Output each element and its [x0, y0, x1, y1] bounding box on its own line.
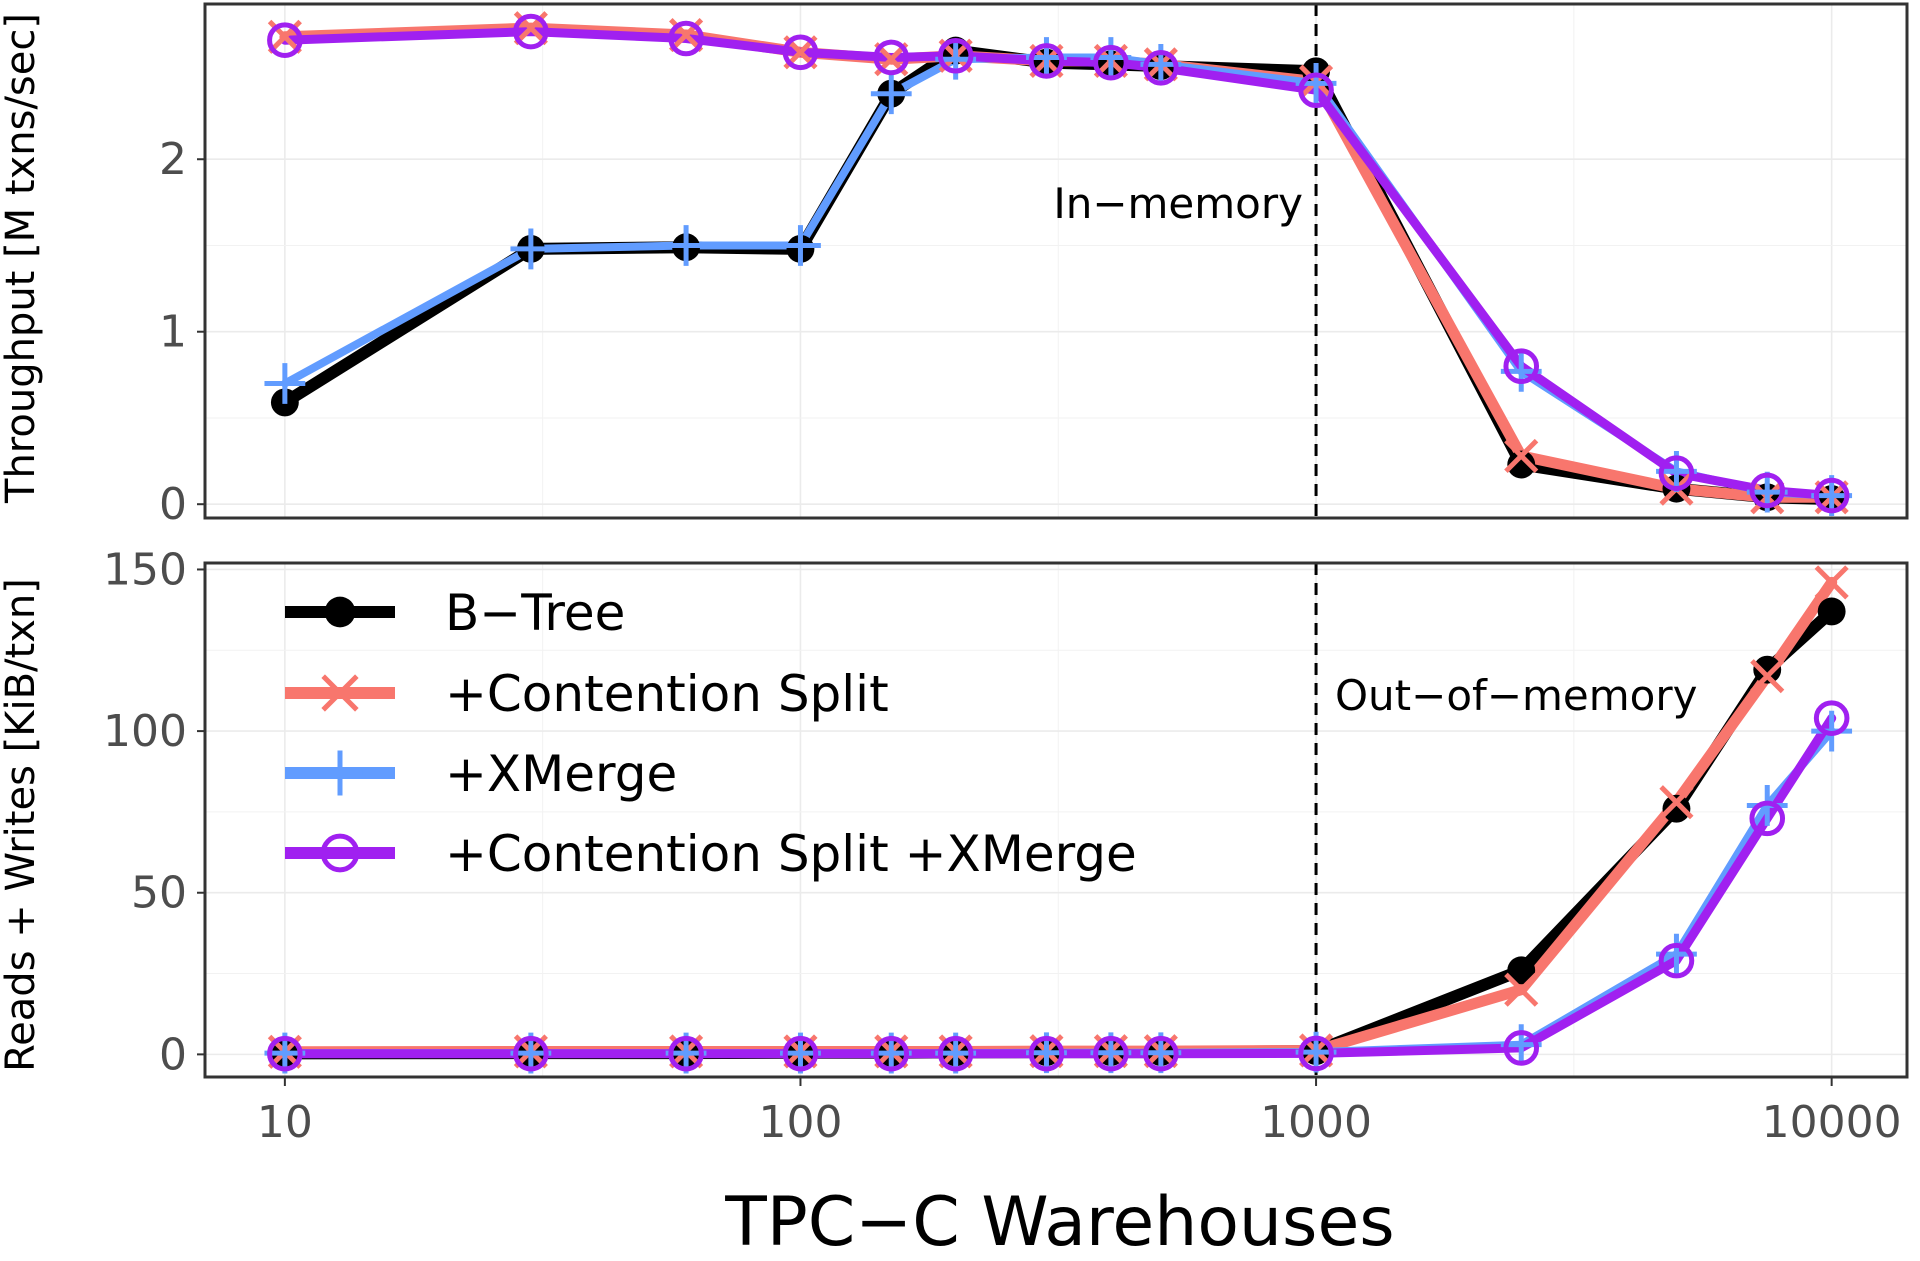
data-point-contention-split-xmerge	[267, 22, 303, 59]
in-memory-annotation: In−memory	[1053, 179, 1303, 228]
data-point-xmerge	[780, 225, 821, 266]
throughput-panel: 0 1 2	[159, 2, 1909, 530]
x-axis-title: TPC−C Warehouses	[724, 1183, 1394, 1261]
y-tick-label: 1	[159, 307, 187, 358]
panel-border	[203, 2, 1909, 520]
x-tick-label: 1000	[1260, 1097, 1372, 1148]
series-line-contention-split-xmerge	[280, 27, 1837, 501]
data-point-contention-split	[1814, 565, 1849, 600]
data-point-xmerge	[870, 73, 912, 115]
y-tick-label: 0	[159, 479, 187, 530]
y-tick-label: 100	[103, 706, 187, 757]
data-point-contention-split-xmerge	[1503, 348, 1540, 385]
legend-marker	[320, 833, 360, 873]
data-point-contention-split-xmerge	[1028, 1035, 1065, 1072]
data-point-b-tree	[1507, 450, 1536, 479]
legend-item-b-tree: B−Tree	[285, 584, 625, 642]
data-point-contention-split-xmerge	[1298, 72, 1334, 109]
legend-label: B−Tree	[445, 584, 625, 642]
legend-label: +Contention Split +XMerge	[445, 825, 1137, 883]
data-point-b-tree	[1817, 597, 1846, 626]
legend-marker	[324, 596, 356, 628]
data-point-contention-split-xmerge	[1813, 700, 1850, 736]
data-point-contention-split-xmerge	[873, 1035, 910, 1072]
data-point-contention-split-xmerge	[1028, 43, 1065, 79]
y-axis-title-io: Reads + Writes [KiB/txn]	[0, 578, 44, 1072]
data-point-contention-split-xmerge	[1298, 1035, 1334, 1072]
x-tick-label: 10000	[1762, 1097, 1902, 1148]
legend-label: +Contention Split	[445, 665, 889, 723]
data-point-xmerge	[510, 228, 552, 270]
data-point-b-tree	[1507, 956, 1536, 985]
x-tick-label: 10	[257, 1097, 313, 1148]
data-point-xmerge	[665, 225, 707, 266]
legend-item-contention-split: +Contention Split	[285, 665, 889, 723]
data-point-contention-split-xmerge	[1143, 50, 1179, 86]
data-point-contention-split-xmerge	[1813, 477, 1850, 514]
data-point-contention-split-xmerge	[1093, 1035, 1129, 1072]
data-point-contention-split-xmerge	[782, 34, 819, 71]
y-axis-title-throughput: Throughput [M txns/sec]	[0, 13, 44, 504]
data-point-contention-split-xmerge	[1503, 1030, 1540, 1066]
data-point-contention-split-xmerge	[1093, 44, 1129, 81]
data-point-contention-split-xmerge	[267, 1035, 303, 1072]
data-point-contention-split	[1504, 972, 1539, 1007]
x-axis: 10 100 1000 10000	[257, 1077, 1902, 1148]
out-of-memory-annotation: Out−of−memory	[1335, 671, 1698, 720]
data-point-contention-split-xmerge	[513, 1035, 549, 1072]
data-point-contention-split-xmerge	[937, 1035, 974, 1072]
y-tick-label: 0	[159, 1029, 187, 1080]
legend: B−Tree +Contention Split +XMerge +Contentio…	[285, 584, 1137, 883]
data-point-b-tree	[1753, 655, 1782, 684]
data-point-xmerge	[264, 363, 306, 404]
data-point-contention-split-xmerge	[1658, 942, 1695, 979]
data-point-contention-split-xmerge	[668, 20, 704, 57]
data-point-contention-split-xmerge	[873, 39, 910, 76]
data-point-contention-split-xmerge	[513, 13, 549, 50]
data-point-contention-split	[1750, 659, 1785, 694]
y-tick-label: 2	[159, 134, 187, 185]
legend-marker	[321, 674, 359, 712]
data-point-contention-split-xmerge	[668, 1035, 704, 1072]
legend-label: +XMerge	[445, 745, 677, 803]
data-point-contention-split-xmerge	[1749, 800, 1786, 837]
x-tick-label: 100	[758, 1097, 842, 1148]
data-point-contention-split	[1659, 785, 1694, 820]
data-point-contention-split-xmerge	[1749, 472, 1786, 509]
legend-marker	[317, 750, 363, 796]
legend-item-contention-split-xmerge: +Contention Split +XMerge	[285, 825, 1137, 883]
y-tick-label: 50	[131, 868, 187, 919]
data-point-contention-split	[1504, 438, 1539, 473]
io-panel: 0 50 100 150	[103, 544, 1909, 1080]
data-point-b-tree	[1662, 794, 1691, 823]
y-tick-label: 150	[103, 544, 187, 595]
data-point-contention-split-xmerge	[782, 1035, 819, 1072]
data-point-contention-split-xmerge	[1658, 455, 1695, 491]
data-point-contention-split-xmerge	[937, 37, 974, 74]
panel-border	[203, 561, 1909, 1079]
legend-item-xmerge: +XMerge	[285, 745, 677, 803]
data-point-contention-split-xmerge	[1143, 1035, 1179, 1072]
plot-background	[205, 4, 1907, 518]
